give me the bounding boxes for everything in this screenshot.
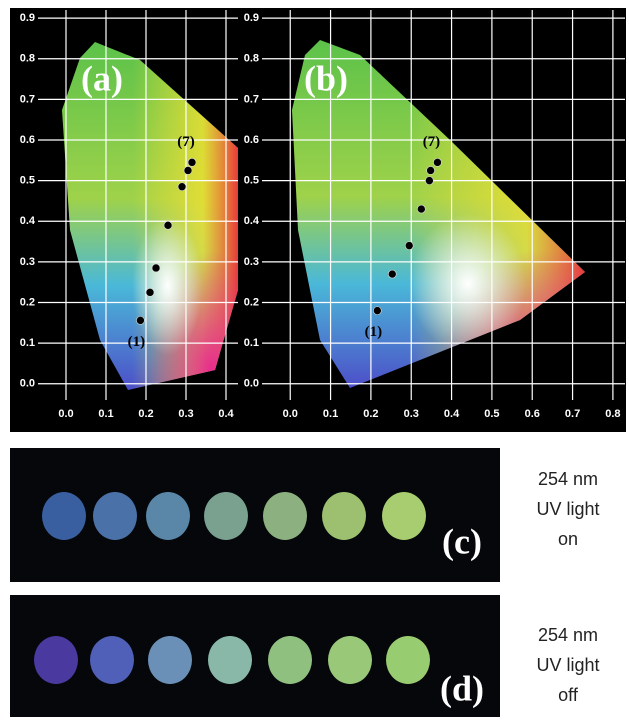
point [146, 288, 154, 296]
caption: 254 nm [538, 469, 598, 489]
x-tick-label: 0.0 [283, 408, 298, 420]
y-tick-label: 0.9 [20, 12, 35, 24]
point [433, 158, 441, 166]
x-tick-label: 0.6 [525, 408, 540, 420]
y-tick-label: 0.2 [244, 296, 259, 308]
figure: (a) (1) (7) (b) (1) (7) (c) 254 nm UV light … [0, 0, 629, 720]
y-tick-label: 0.4 [20, 215, 36, 227]
y-tick-label: 0.5 [244, 175, 259, 187]
point [136, 316, 144, 324]
photo-c: (c) 254 nm UV light on [10, 448, 600, 582]
y-tick-label: 0.3 [20, 256, 35, 268]
x-tick-label: 0.2 [138, 408, 153, 420]
point [388, 270, 396, 278]
y-tick-label: 0.1 [244, 337, 259, 349]
y-tick-label: 0.5 [20, 175, 35, 187]
x-tick-label: 0.7 [565, 408, 580, 420]
point [188, 158, 196, 166]
photo-d: (d) 254 nm UV light off [10, 595, 600, 717]
x-tick-label: 0.1 [323, 408, 338, 420]
x-tick-label: 0.0 [58, 408, 73, 420]
caption: 254 nm [538, 625, 598, 645]
point [373, 307, 381, 315]
point [417, 205, 425, 213]
y-tick-label: 0.7 [244, 93, 259, 105]
point [405, 242, 413, 250]
y-tick-label: 0.6 [244, 134, 259, 146]
annotation: (1) [365, 324, 383, 340]
panel-label: (d) [440, 668, 484, 708]
point [152, 264, 160, 272]
caption: off [558, 685, 579, 705]
caption: UV light [536, 499, 599, 519]
x-tick-label: 0.3 [404, 408, 419, 420]
x-tick-label: 0.3 [178, 408, 193, 420]
point [427, 166, 435, 174]
x-tick-label: 0.2 [363, 408, 378, 420]
annotation: (1) [128, 334, 146, 350]
y-tick-label: 0.4 [244, 215, 260, 227]
y-tick-label: 0.3 [244, 256, 259, 268]
x-tick-label: 0.4 [444, 408, 460, 420]
annotation: (7) [177, 134, 195, 150]
point [425, 177, 433, 185]
x-tick-label: 0.8 [605, 408, 620, 420]
y-tick-label: 0.2 [20, 296, 35, 308]
caption: on [558, 529, 578, 549]
x-tick-label: 0.1 [98, 408, 113, 420]
y-tick-label: 0.6 [20, 134, 35, 146]
y-tick-label: 0.7 [20, 93, 35, 105]
y-tick-label: 0.9 [244, 12, 259, 24]
panel-label: (b) [304, 58, 348, 98]
point [164, 221, 172, 229]
x-tick-label: 0.5 [484, 408, 499, 420]
point [184, 166, 192, 174]
annotation: (7) [423, 134, 441, 150]
y-tick-label: 0.0 [20, 378, 35, 390]
y-tick-label: 0.8 [244, 53, 259, 65]
caption: UV light [536, 655, 599, 675]
y-tick-label: 0.1 [20, 337, 35, 349]
x-tick-label: 0.4 [218, 408, 234, 420]
y-tick-label: 0.0 [244, 378, 259, 390]
panel-label: (a) [81, 58, 123, 98]
point [178, 183, 186, 191]
y-tick-label: 0.8 [20, 53, 35, 65]
panel-label: (c) [442, 521, 482, 561]
